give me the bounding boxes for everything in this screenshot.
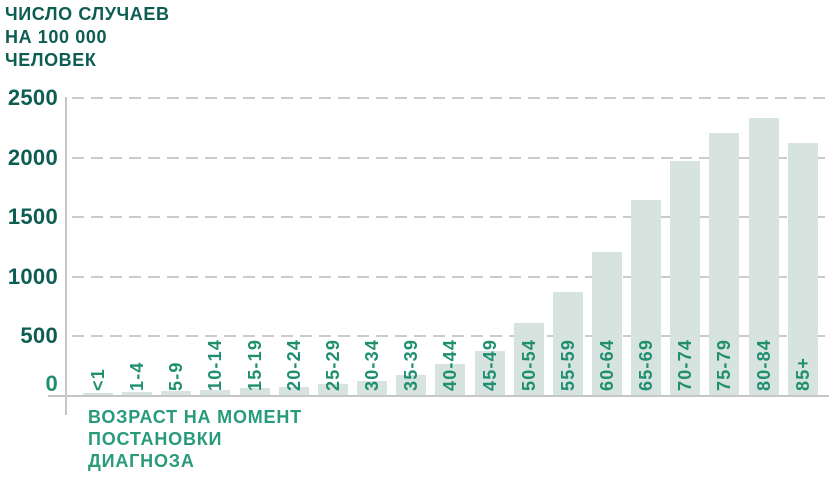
y-axis-line xyxy=(65,97,67,415)
bar-65-69 xyxy=(631,199,662,395)
bar-category-label-30-34: 30-34 xyxy=(362,338,383,391)
bar-1-4 xyxy=(122,392,153,395)
y-tick-label-2000: 2000 xyxy=(7,144,58,170)
bar-50-54 xyxy=(513,323,544,395)
y-tick-label-500: 500 xyxy=(20,323,58,349)
y-gridline-1500 xyxy=(72,216,829,219)
bar-category-label-45-49: 45-49 xyxy=(479,338,500,391)
y-tick-label-1500: 1500 xyxy=(7,204,58,230)
bar-category-label-25-29: 25-29 xyxy=(322,338,343,391)
bar-60-64 xyxy=(591,251,622,395)
bar-20-24 xyxy=(278,387,309,395)
bar-category-label-65-69: 65-69 xyxy=(636,338,657,391)
bar-category-label-<1: <1 xyxy=(88,368,108,391)
x-axis-title-line-1: ВОЗРАСТ НА МОМЕНТ xyxy=(88,407,302,427)
bar-category-label-20-24: 20-24 xyxy=(283,338,304,391)
chart-title-line-3: ЧЕЛОВЕК xyxy=(5,50,97,70)
bar-category-label-35-39: 35-39 xyxy=(401,338,422,391)
y-tick-label-0: 0 xyxy=(45,371,58,396)
y-gridline-500 xyxy=(72,335,829,338)
x-axis-title-line-2: ПОСТАНОВКИ xyxy=(88,429,223,449)
bar-80-84 xyxy=(748,118,779,395)
bar-30-34 xyxy=(357,380,388,395)
y-gridline-1000 xyxy=(72,275,829,278)
bar-category-label-10-14: 10-14 xyxy=(205,338,226,391)
x-axis-title: ВОЗРАСТ НА МОМЕНТ ПОСТАНОВКИ ДИАГНОЗА xyxy=(88,406,302,472)
bar-category-label-55-59: 55-59 xyxy=(557,338,578,391)
y-tick-label-1000: 1000 xyxy=(7,263,58,289)
bar-category-label-1-4: 1-4 xyxy=(127,361,148,391)
bar-85+ xyxy=(787,143,818,395)
bar-category-label-40-44: 40-44 xyxy=(440,338,461,391)
y-gridline-2000 xyxy=(72,156,829,159)
bar-15-19 xyxy=(239,388,270,395)
chart-title-line-1: ЧИСЛО СЛУЧАЕВ xyxy=(5,4,170,24)
y-tick-label-2500: 2500 xyxy=(7,85,58,110)
bar-5-9 xyxy=(161,391,192,395)
bar-10-14 xyxy=(200,389,231,395)
bar-category-label-85+: 85+ xyxy=(792,356,813,391)
bar-<1 xyxy=(83,392,113,395)
bar-55-59 xyxy=(552,292,583,395)
bar-75-79 xyxy=(709,132,740,395)
bar-category-label-80-84: 80-84 xyxy=(753,338,774,391)
y-gridline-2500 xyxy=(72,97,829,99)
bar-category-label-75-79: 75-79 xyxy=(714,338,735,391)
bar-70-74 xyxy=(670,161,701,395)
bar-40-44 xyxy=(435,364,466,395)
bar-category-label-5-9: 5-9 xyxy=(166,361,187,391)
x-axis-line xyxy=(48,395,829,397)
bar-category-label-70-74: 70-74 xyxy=(675,338,696,391)
chart-title: ЧИСЛО СЛУЧАЕВ НА 100 000 ЧЕЛОВЕК xyxy=(5,3,170,72)
bar-category-label-50-54: 50-54 xyxy=(518,338,539,391)
chart-title-line-2: НА 100 000 xyxy=(5,27,108,47)
bar-35-39 xyxy=(396,374,427,395)
bar-45-49 xyxy=(474,350,505,395)
x-axis-title-line-3: ДИАГНОЗА xyxy=(88,451,195,471)
bar-25-29 xyxy=(317,384,348,395)
bar-category-label-60-64: 60-64 xyxy=(596,338,617,391)
bar-category-label-15-19: 15-19 xyxy=(244,338,265,391)
